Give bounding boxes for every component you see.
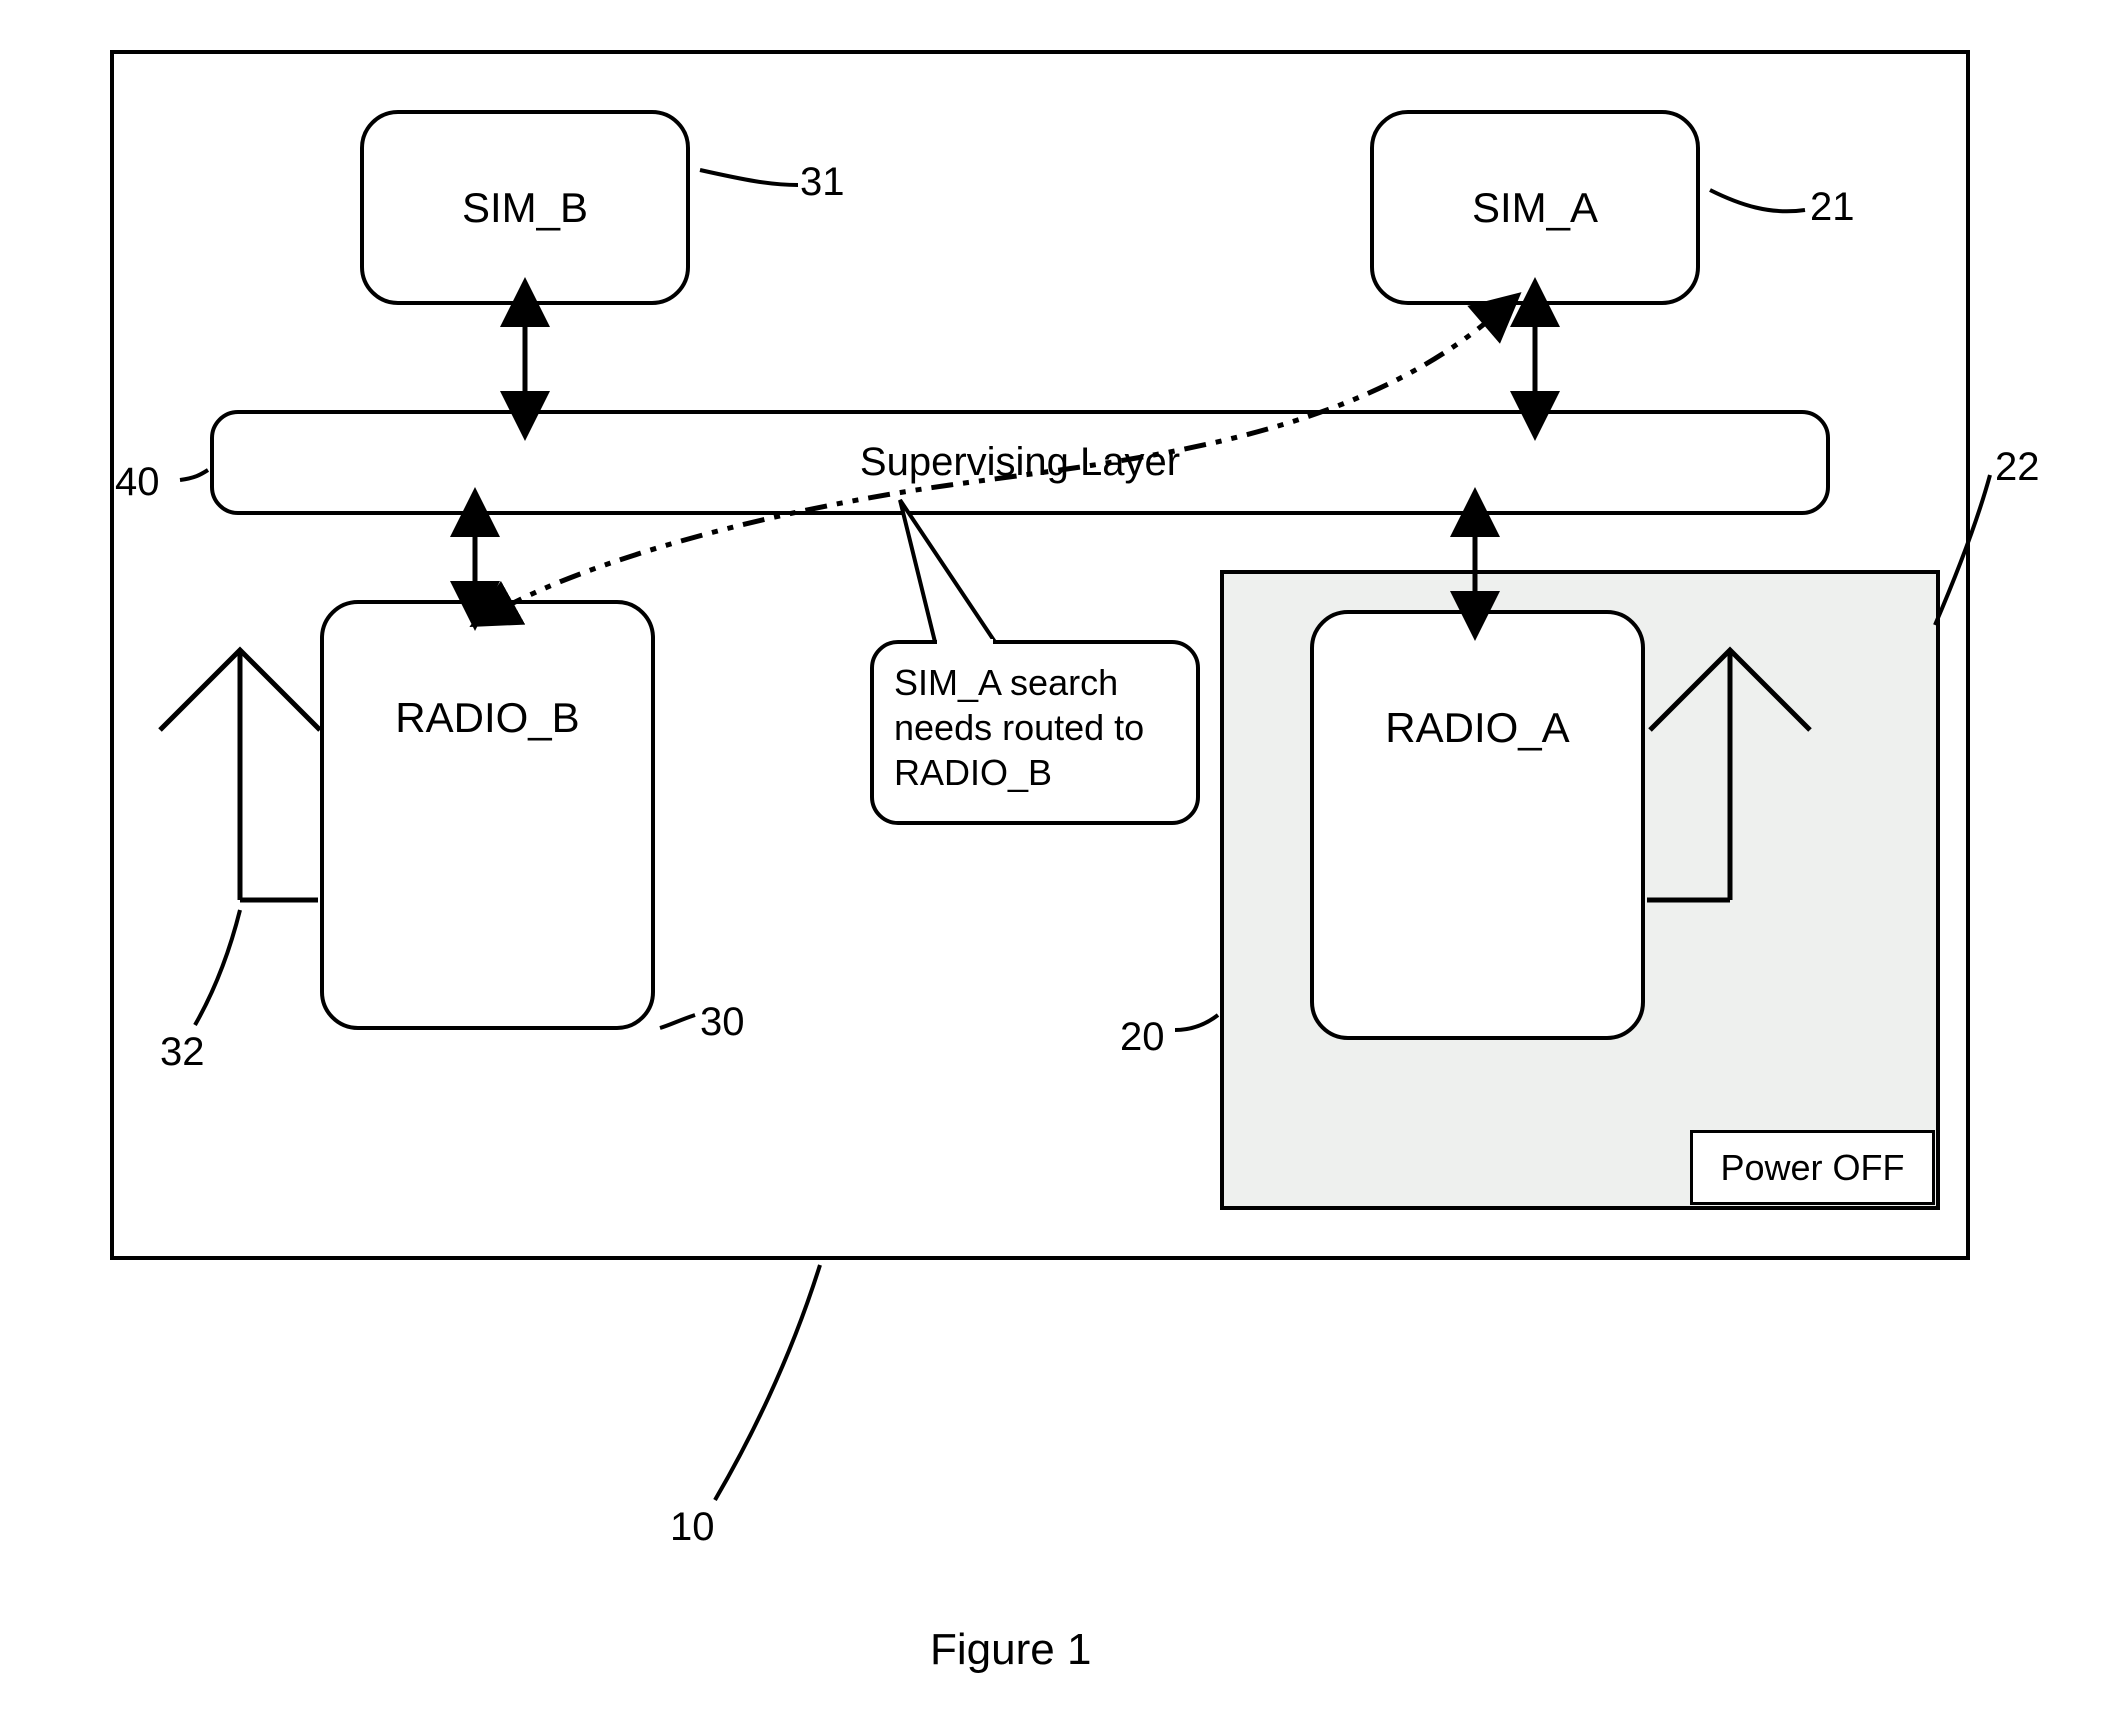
sim-a-node: SIM_A bbox=[1370, 110, 1700, 305]
ref-31: 31 bbox=[800, 160, 845, 205]
radio-b-label: RADIO_B bbox=[395, 694, 579, 742]
callout-line-1: SIM_A search bbox=[894, 660, 1176, 705]
diagram-canvas: SIM_B SIM_A Supervising Layer RADIO_B RA… bbox=[30, 30, 2071, 1681]
ref-30: 30 bbox=[700, 1000, 745, 1045]
figure-caption: Figure 1 bbox=[930, 1625, 1091, 1675]
power-off-box: Power OFF bbox=[1690, 1130, 1935, 1205]
sim-b-label: SIM_B bbox=[462, 184, 588, 232]
callout-line-3: RADIO_B bbox=[894, 750, 1176, 795]
power-off-label: Power OFF bbox=[1720, 1147, 1904, 1189]
sim-b-node: SIM_B bbox=[360, 110, 690, 305]
radio-a-label: RADIO_A bbox=[1385, 704, 1569, 752]
radio-a-node: RADIO_A bbox=[1310, 610, 1645, 1040]
supervising-layer-node: Supervising Layer bbox=[210, 410, 1830, 515]
ref-10: 10 bbox=[670, 1505, 715, 1550]
callout-line-2: needs routed to bbox=[894, 705, 1176, 750]
ref-32: 32 bbox=[160, 1030, 205, 1075]
supervising-layer-label: Supervising Layer bbox=[860, 440, 1180, 485]
ref-40: 40 bbox=[115, 460, 160, 505]
ref-20: 20 bbox=[1120, 1015, 1165, 1060]
ref-21: 21 bbox=[1810, 185, 1855, 230]
callout-text: SIM_A search needs routed to RADIO_B bbox=[874, 644, 1196, 811]
sim-a-label: SIM_A bbox=[1472, 184, 1598, 232]
ref-22: 22 bbox=[1995, 445, 2040, 490]
radio-b-node: RADIO_B bbox=[320, 600, 655, 1030]
callout-box: SIM_A search needs routed to RADIO_B bbox=[870, 640, 1200, 825]
